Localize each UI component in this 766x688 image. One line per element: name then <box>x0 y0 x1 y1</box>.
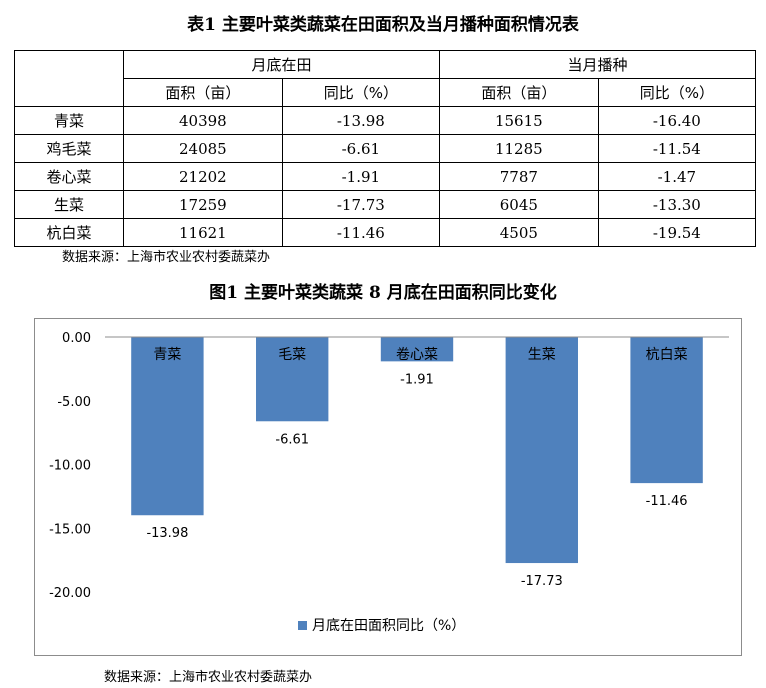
cell-area-yoy: -13.98 <box>281 106 440 135</box>
data-table: 月底在田 当月播种 面积（亩） 同比（%） 面积（亩） 同比（%） 青菜 403… <box>14 50 757 247</box>
bar <box>380 337 454 362</box>
chart-frame: 0.00 -5.00 -10.00 -15.00 -20.00 青菜 -13.98 毛菜 -6.… <box>34 318 742 656</box>
subheader-sown-area: 面积（亩） <box>438 78 599 107</box>
cell-area-yoy: -11.46 <box>281 218 440 247</box>
data-label: -11.46 <box>646 494 688 509</box>
y-tick-label: 0.00 <box>62 331 91 346</box>
cell-sown: 15615 <box>438 106 599 135</box>
data-label: -6.61 <box>275 432 309 447</box>
cell-sown-yoy: -1.47 <box>597 162 757 191</box>
table-source-note: 数据来源：上海市农业农村委蔬菜办 <box>62 250 271 265</box>
table-corner-cell <box>14 50 124 107</box>
cell-sown-yoy: -16.40 <box>597 106 757 135</box>
group-header-sown: 当月播种 <box>438 50 757 79</box>
table-row: 杭白菜 11621 -11.46 4505 -19.54 <box>14 218 757 247</box>
cell-area-yoy: -17.73 <box>281 190 440 219</box>
table-row: 卷心菜 21202 -1.91 7787 -1.47 <box>14 162 757 191</box>
subheader-area: 面积（亩） <box>123 78 283 107</box>
table-header-row: 月底在田 当月播种 <box>14 50 757 107</box>
cell-sown: 11285 <box>438 134 599 163</box>
y-tick-label: -5.00 <box>57 395 91 410</box>
category-label: 卷心菜 <box>396 347 438 363</box>
cell-sown-yoy: -11.54 <box>597 134 757 163</box>
y-tick-label: -20.00 <box>49 586 91 601</box>
row-name: 卷心菜 <box>14 162 124 191</box>
subheader-sown-yoy: 同比（%） <box>597 78 757 107</box>
cell-area-yoy: -6.61 <box>281 134 440 163</box>
table-row: 青菜 40398 -13.98 15615 -16.40 <box>14 106 757 135</box>
table-subheader-row: 面积（亩） 同比（%） 面积（亩） 同比（%） <box>15 78 757 107</box>
subheader-yoy: 同比（%） <box>281 78 440 107</box>
bar-chart: 0.00 -5.00 -10.00 -15.00 -20.00 青菜 -13.98 毛菜 -6.… <box>49 331 729 634</box>
cell-area-yoy: -1.91 <box>281 162 440 191</box>
category-label: 杭白菜 <box>646 347 688 363</box>
data-label: -13.98 <box>146 526 188 541</box>
legend-label: 月底在田面积同比（%） <box>312 618 465 634</box>
table-row: 生菜 17259 -17.73 6045 -13.30 <box>14 190 757 219</box>
data-label: -1.91 <box>400 372 434 387</box>
row-name: 鸡毛菜 <box>14 134 124 163</box>
group-header-in-field: 月底在田 <box>123 50 440 79</box>
cell-sown: 6045 <box>438 190 599 219</box>
cell-area: 21202 <box>123 162 283 191</box>
y-tick-label: -10.00 <box>49 459 91 474</box>
bar <box>256 337 329 422</box>
row-name: 杭白菜 <box>14 218 124 247</box>
table-row: 鸡毛菜 24085 -6.61 11285 -11.54 <box>14 134 757 163</box>
cell-area: 24085 <box>123 134 283 163</box>
cell-sown: 4505 <box>438 218 599 247</box>
cell-sown: 7787 <box>438 162 599 191</box>
figure-title: 图1 主要叶菜类蔬菜 8 月底在田面积同比变化 <box>209 283 557 303</box>
table-title: 表1 主要叶菜类蔬菜在田面积及当月播种面积情况表 <box>187 15 579 35</box>
cell-sown-yoy: -13.30 <box>597 190 757 219</box>
y-tick-label: -15.00 <box>49 522 91 537</box>
bar <box>505 337 578 564</box>
row-name: 青菜 <box>14 106 124 135</box>
category-label: 生菜 <box>528 347 556 363</box>
chart-source-note: 数据来源：上海市农业农村委蔬菜办 <box>104 670 313 685</box>
row-name: 生菜 <box>14 190 124 219</box>
data-label: -17.73 <box>521 574 563 589</box>
legend-swatch <box>298 621 307 630</box>
cell-area: 11621 <box>123 218 283 247</box>
cell-sown-yoy: -19.54 <box>597 218 757 247</box>
category-label: 毛菜 <box>278 347 306 363</box>
bar <box>630 337 703 484</box>
cell-area: 17259 <box>123 190 283 219</box>
category-label: 青菜 <box>153 347 181 363</box>
bar <box>131 337 204 516</box>
cell-area: 40398 <box>123 106 283 135</box>
